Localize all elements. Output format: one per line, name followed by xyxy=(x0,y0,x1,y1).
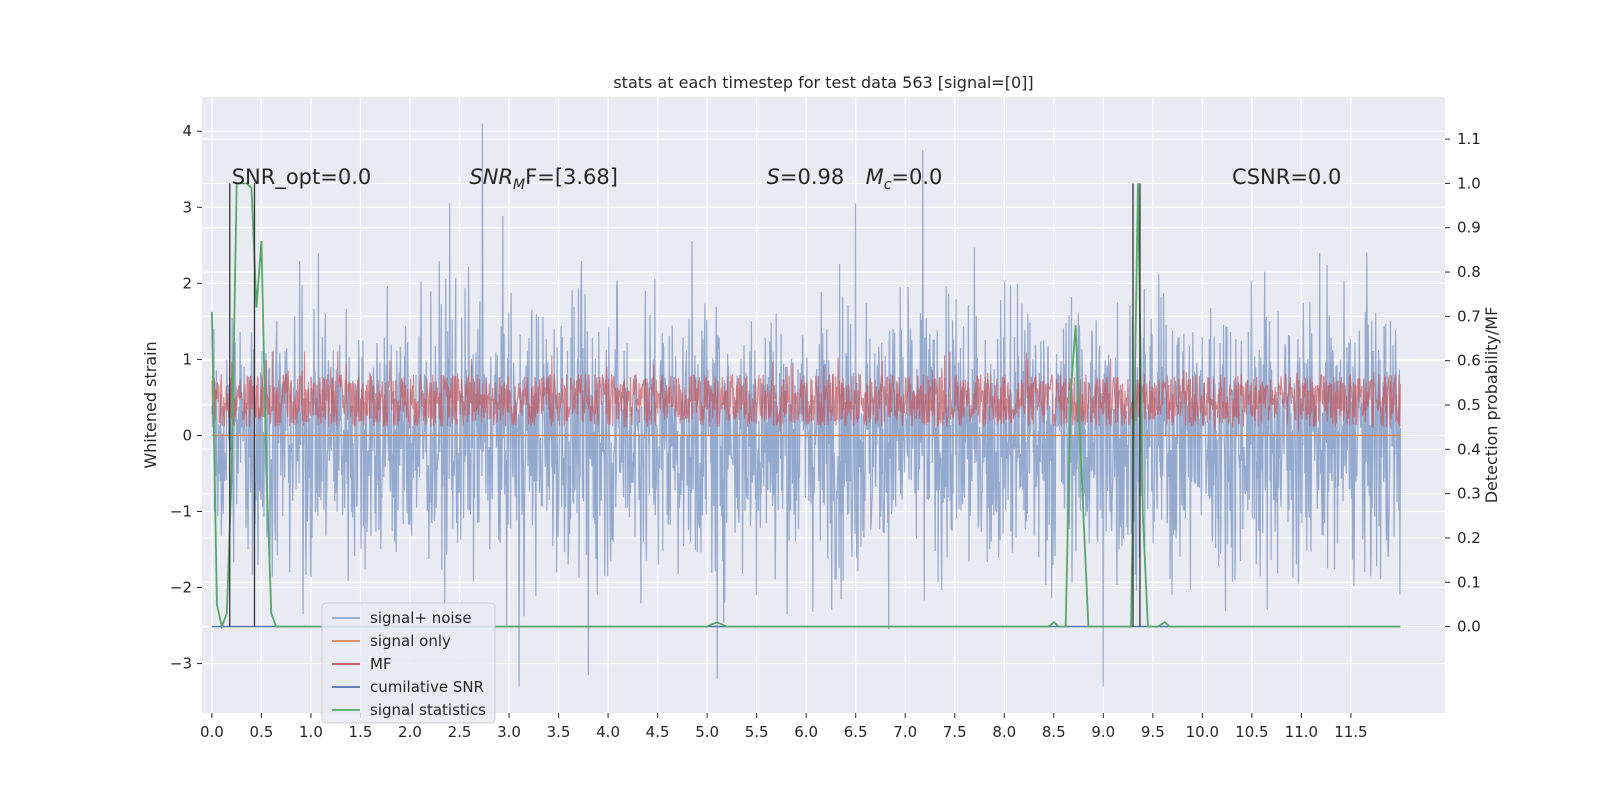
mc-value: =0.0 xyxy=(891,165,942,189)
y-tick-label-left: −1 xyxy=(170,502,192,520)
x-tick-label: 0.0 xyxy=(200,723,224,741)
s-value: =0.98 xyxy=(780,165,844,189)
legend-box xyxy=(321,602,496,724)
annotation-mc: Mc=0.0 xyxy=(866,165,943,193)
x-tick-label: 6.0 xyxy=(794,723,818,741)
x-tick-label: 1.5 xyxy=(349,723,373,741)
series-signal-statistics xyxy=(211,182,1401,630)
left-axis: −3 −2 −1 0 1 2 3 4 xyxy=(170,122,202,673)
y-axis-label-left: Whitened strain xyxy=(141,341,160,468)
y-tick-label-right: 0.1 xyxy=(1457,573,1481,591)
x-tick-label: 4.5 xyxy=(646,723,670,741)
x-tick-label: 1.0 xyxy=(299,723,323,741)
x-tick-label: 9.5 xyxy=(1141,723,1165,741)
y-tick-label-left: 0 xyxy=(182,426,192,444)
y-tick-label-right: 0.2 xyxy=(1457,529,1481,547)
x-tick-label: 2.0 xyxy=(398,723,422,741)
s-label: S xyxy=(767,165,780,189)
x-tick-label: 10.0 xyxy=(1186,723,1219,741)
legend-label: signal only xyxy=(370,632,451,650)
x-tick-label: 5.0 xyxy=(695,723,719,741)
mc-label: M xyxy=(866,165,884,189)
y-tick-label-left: 1 xyxy=(182,350,192,368)
legend-label: MF xyxy=(370,655,392,673)
x-axis: 0.0 0.5 1.0 1.5 2.0 2.5 3.0 3.5 4.0 4.5 5.0 5.5 6.0 6… xyxy=(200,713,1368,741)
y-tick-label-right: 0.3 xyxy=(1457,485,1481,503)
y-tick-label-left: 2 xyxy=(182,274,192,292)
snr-mf-base: SNR xyxy=(469,165,513,189)
x-tick-label: 5.5 xyxy=(745,723,769,741)
y-tick-label-right: 0.8 xyxy=(1457,263,1481,281)
x-tick-label: 3.0 xyxy=(497,723,521,741)
x-tick-label: 2.5 xyxy=(448,723,472,741)
series-mf xyxy=(211,351,1401,432)
x-tick-label: 7.5 xyxy=(943,723,967,741)
legend-label: signal+ noise xyxy=(370,609,472,627)
x-tick-label: 7.0 xyxy=(893,723,917,741)
series-signal-noise xyxy=(211,123,1401,687)
y-tick-label-right: 0.5 xyxy=(1457,396,1481,414)
x-tick-label: 3.5 xyxy=(547,723,571,741)
y-tick-label-left: −3 xyxy=(170,655,192,673)
y-tick-label-left: 4 xyxy=(182,122,192,140)
y-tick-label-left: 3 xyxy=(182,198,192,216)
x-tick-label: 0.5 xyxy=(249,723,273,741)
y-axis-label-right: Detection probability/MF xyxy=(1482,307,1501,504)
series-layer xyxy=(211,123,1401,687)
y-tick-label-left: −2 xyxy=(170,579,192,597)
annotation-s: S=0.98 xyxy=(767,165,845,189)
x-tick-label: 8.0 xyxy=(992,723,1016,741)
vertical-lines xyxy=(229,183,1141,627)
x-tick-label: 8.5 xyxy=(1042,723,1066,741)
x-tick-label: 6.5 xyxy=(844,723,868,741)
y-tick-label-right: 0.0 xyxy=(1457,618,1481,636)
snr-mf-subscript: M xyxy=(513,177,525,193)
annotation-snr-mf: SNRMF=[3.68] xyxy=(469,165,618,193)
legend-label: signal statistics xyxy=(370,701,486,719)
chart-title: stats at each timestep for test data 563… xyxy=(613,73,1033,92)
y-tick-label-right: 1.1 xyxy=(1457,130,1481,148)
x-tick-label: 11.5 xyxy=(1334,723,1367,741)
y-tick-label-right: 1.0 xyxy=(1457,174,1481,192)
snr-mf-rest: F=[3.68] xyxy=(525,165,618,189)
y-tick-label-right: 0.6 xyxy=(1457,352,1481,370)
right-axis: 0.0 0.1 0.2 0.3 0.4 0.5 0.6 0.7 0.8 0.9 1.0 1.1 xyxy=(1445,130,1481,636)
y-tick-label-right: 0.9 xyxy=(1457,219,1481,237)
x-tick-label: 10.5 xyxy=(1235,723,1268,741)
x-tick-label: 9.0 xyxy=(1091,723,1115,741)
x-tick-label: 11.0 xyxy=(1285,723,1318,741)
x-tick-label: 4.0 xyxy=(596,723,620,741)
y-tick-label-right: 0.7 xyxy=(1457,307,1481,325)
y-tick-label-right: 0.4 xyxy=(1457,440,1481,458)
legend-label: cumilative SNR xyxy=(370,678,484,696)
legend: signal+ noise signal only MF cumilative SNR… xyxy=(321,602,496,724)
annotation-snr-opt: SNR_opt=0.0 xyxy=(232,165,372,190)
annotation-csnr: CSNR=0.0 xyxy=(1232,165,1341,189)
mc-subscript: c xyxy=(884,177,892,193)
